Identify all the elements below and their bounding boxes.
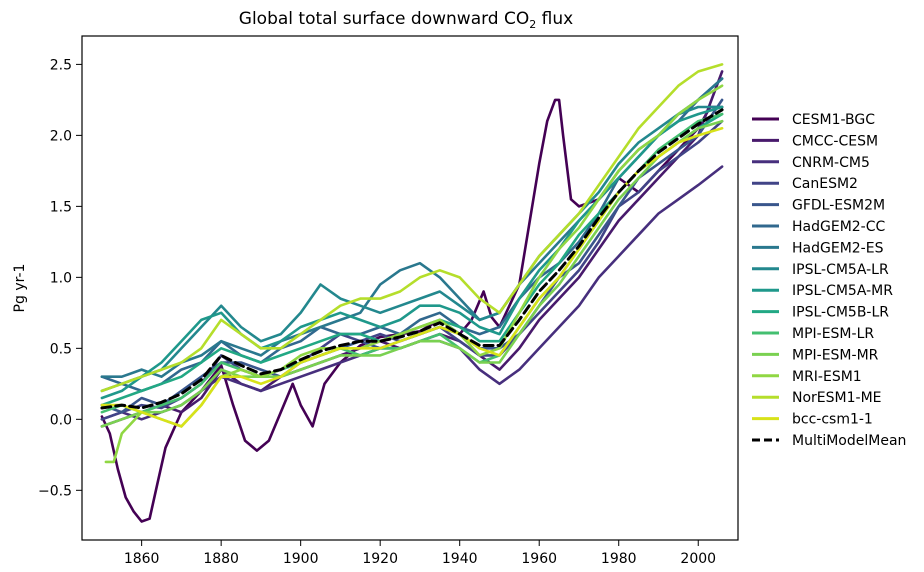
x-tick-label-1920: 1920 [362, 551, 398, 567]
x-tick-label-1900: 1900 [283, 551, 319, 567]
series-line-ipsl-cm5a-lr [100, 105, 724, 393]
chart-title-main: Global total surface downward CO [239, 9, 529, 29]
legend: CESM1-BGC CMCC-CESM CNRM-CM5 CanESM2 GFDL-ES… [752, 112, 906, 449]
plot-frame [81, 35, 739, 541]
legend-label-noresm1-me: NorESM1-ME [792, 390, 882, 406]
y-tick-label-2: 0.5 [50, 341, 72, 357]
y-tick-label-0: −0.5 [38, 483, 72, 499]
legend-label-canesm2: CanESM2 [792, 176, 858, 192]
y-tick-label-1: 0.0 [50, 412, 72, 428]
legend-label-mri-esm1: MRI-ESM1 [792, 369, 862, 385]
y-tick-label-5: 2.0 [50, 128, 72, 144]
y-tick-label-4: 1.5 [50, 199, 72, 215]
x-tick-label-1860: 1860 [124, 551, 160, 567]
plot-area: 1860 1880 1900 1920 1940 1960 1980 2000 −0.5 0.0 0… [38, 35, 739, 567]
legend-label-ipsl-cm5a-mr: IPSL-CM5A-MR [792, 283, 893, 299]
series-line-noresm1-me [100, 63, 724, 393]
legend-label-mpi-esm-mr: MPI-ESM-MR [792, 347, 879, 363]
y-tick-label-6: 2.5 [50, 57, 72, 73]
legend-label-ipsl-cm5b-lr: IPSL-CM5B-LR [792, 305, 889, 321]
y-axis-title-group: Pg yr-1 [12, 264, 28, 313]
legend-label-bcc-csm1-1: bcc-csm1-1 [792, 412, 873, 428]
x-tick-label-1880: 1880 [203, 551, 239, 567]
x-tick-label-2000: 2000 [680, 551, 716, 567]
x-tick-label-1940: 1940 [442, 551, 478, 567]
series-line-cesm1-bgc [100, 98, 724, 523]
legend-label-gfdl-esm2m: GFDL-ESM2M [792, 198, 885, 214]
legend-label-multimodelmean: MultiModelMean [792, 433, 906, 449]
chart-title-subscript: 2 [529, 18, 536, 31]
legend-label-cnrm-cm5: CNRM-CM5 [792, 155, 870, 171]
series-line-mpi-esm-mr [100, 119, 724, 428]
x-tick-label-1980: 1980 [601, 551, 637, 567]
series-line-ipsl-cm5a-mr [100, 105, 724, 400]
y-tick-label-3: 1.0 [50, 270, 72, 286]
series-line-ipsl-cm5b-lr [100, 112, 724, 407]
legend-label-hadgem2-es: HadGEM2-ES [792, 240, 884, 256]
legend-label-ipsl-cm5a-lr: IPSL-CM5A-LR [792, 262, 889, 278]
series-line-multimodelmean [100, 108, 724, 410]
chart-title-suffix: flux [536, 9, 573, 29]
x-tick-label-1960: 1960 [521, 551, 557, 567]
legend-label-cmcc-cesm: CMCC-CESM [792, 133, 878, 149]
legend-label-hadgem2-cc: HadGEM2-CC [792, 219, 886, 235]
series-line-cmcc-cesm [100, 70, 724, 428]
legend-label-cesm1-bgc: CESM1-BGC [792, 112, 875, 128]
y-axis-title: Pg yr-1 [12, 264, 28, 313]
legend-label-mpi-esm-lr: MPI-ESM-LR [792, 326, 874, 342]
chart-title: Global total surface downward CO2 flux [239, 9, 573, 31]
